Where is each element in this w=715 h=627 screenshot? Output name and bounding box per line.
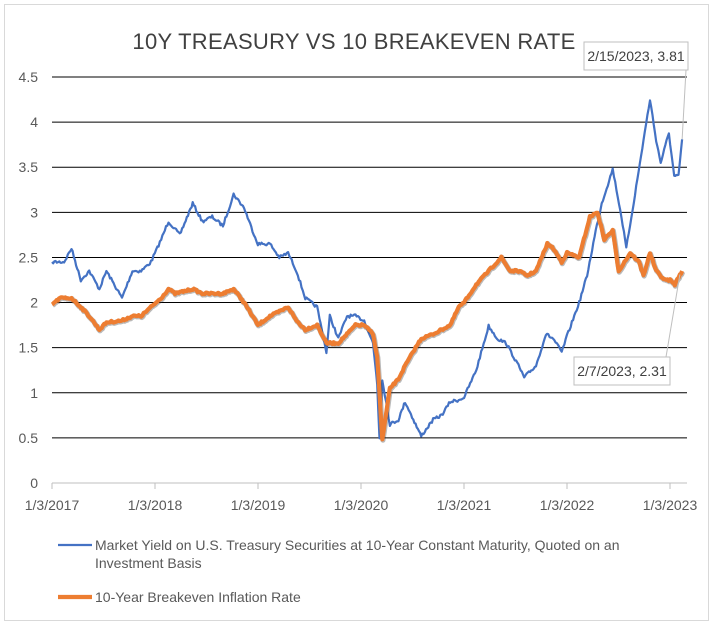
series-2 — [50, 210, 686, 443]
legend-item: 10-Year Breakeven Inflation Rate — [58, 589, 301, 605]
callout-box — [573, 356, 671, 386]
y-axis-tick-labels: 0 0.5 1 1.5 2 2.5 3 3.5 4 4.5 — [19, 69, 39, 491]
y-tick-label: 2 — [30, 295, 38, 311]
y-tick-label: 3.5 — [19, 159, 39, 175]
x-axis: 1/3/2017 1/3/2018 1/3/2019 1/3/2020 1/3/2021… — [25, 482, 698, 513]
x-tick-label: 1/3/2023 — [643, 497, 698, 513]
y-tick-label: 0.5 — [19, 430, 39, 446]
x-tick-label: 1/3/2019 — [231, 497, 286, 513]
y-tick-label: 0 — [30, 475, 38, 491]
x-tick-label: 1/3/2020 — [334, 497, 389, 513]
callout-leader — [681, 69, 687, 140]
series-1 — [51, 99, 684, 440]
y-tick-label: 4 — [30, 114, 38, 130]
callout-1: 2/15/2023, 3.81 — [583, 41, 689, 140]
callout-box — [583, 41, 689, 71]
legend-label-line: Market Yield on U.S. Treasury Securities… — [95, 537, 620, 553]
y-tick-label: 3 — [30, 204, 38, 220]
series-line — [50, 210, 685, 442]
chart-frame — [4, 4, 709, 621]
legend: Market Yield on U.S. Treasury Securities… — [58, 537, 620, 605]
legend-item: Market Yield on U.S. Treasury Securities… — [58, 537, 620, 571]
x-tick-label: 1/3/2017 — [25, 497, 80, 513]
y-tick-label: 4.5 — [19, 69, 39, 85]
legend-label: Market Yield on U.S. Treasury Securities… — [95, 537, 620, 571]
series-lines — [50, 99, 686, 443]
legend-label-line: Investment Basis — [95, 555, 202, 571]
series-line — [51, 99, 684, 440]
gridlines — [52, 76, 687, 439]
y-tick-label: 1.5 — [19, 340, 39, 356]
x-tick-label: 1/3/2021 — [437, 497, 492, 513]
callout-label: 2/7/2023, 2.31 — [577, 363, 667, 379]
x-tick-label: 1/3/2022 — [540, 497, 595, 513]
callout-leader — [665, 274, 681, 358]
chart-title: 10Y TREASURY VS 10 BREAKEVEN RATE — [132, 29, 575, 54]
y-tick-label: 2.5 — [19, 249, 39, 265]
x-tick-label: 1/3/2018 — [128, 497, 183, 513]
callouts: 2/15/2023, 3.81 2/7/2023, 2.31 — [573, 41, 689, 386]
legend-label: 10-Year Breakeven Inflation Rate — [95, 589, 301, 605]
callout-label: 2/15/2023, 3.81 — [587, 48, 685, 64]
y-tick-label: 1 — [30, 385, 38, 401]
callout-2: 2/7/2023, 2.31 — [573, 274, 681, 386]
